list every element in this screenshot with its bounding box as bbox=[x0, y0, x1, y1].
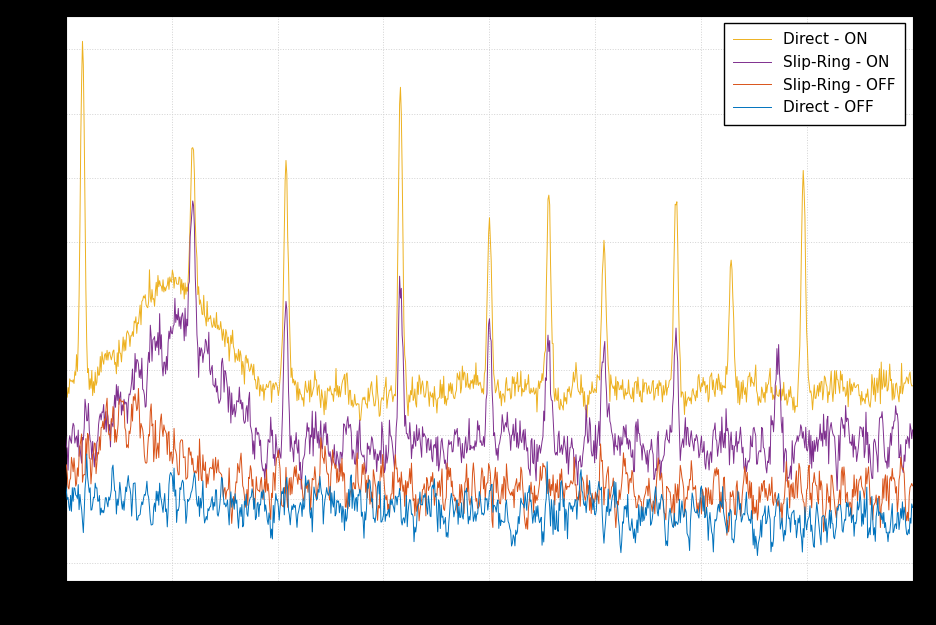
Direct - ON bbox=[354, 417, 365, 424]
Slip-Ring - OFF bbox=[642, 492, 653, 499]
Direct - ON bbox=[404, 398, 416, 406]
Direct - OFF bbox=[60, 481, 71, 488]
Slip-Ring - OFF bbox=[907, 482, 918, 489]
Slip-Ring - ON bbox=[434, 461, 446, 469]
Direct - OFF bbox=[81, 450, 93, 458]
Slip-Ring - ON bbox=[146, 357, 157, 365]
Line: Direct - ON: Direct - ON bbox=[66, 41, 913, 421]
Direct - ON bbox=[723, 357, 734, 364]
Direct - OFF bbox=[907, 504, 918, 511]
Line: Slip-Ring - OFF: Slip-Ring - OFF bbox=[66, 388, 913, 535]
Slip-Ring - OFF bbox=[133, 384, 144, 392]
Legend: Direct - ON, Slip-Ring - ON, Slip-Ring - OFF, Direct - OFF: Direct - ON, Slip-Ring - ON, Slip-Ring -… bbox=[724, 23, 905, 124]
Direct - OFF bbox=[434, 500, 446, 508]
Slip-Ring - ON bbox=[737, 449, 748, 457]
Direct - ON bbox=[907, 382, 918, 389]
Direct - OFF bbox=[737, 516, 748, 523]
Direct - ON bbox=[738, 376, 749, 384]
Slip-Ring - OFF bbox=[722, 531, 733, 539]
Slip-Ring - OFF bbox=[738, 482, 749, 490]
Direct - ON bbox=[77, 38, 88, 45]
Slip-Ring - ON bbox=[907, 426, 918, 434]
Direct - ON bbox=[434, 376, 446, 384]
Line: Direct - OFF: Direct - OFF bbox=[66, 454, 913, 556]
Direct - OFF bbox=[752, 552, 763, 559]
Slip-Ring - ON bbox=[722, 427, 733, 434]
Direct - ON bbox=[60, 410, 71, 418]
Slip-Ring - ON bbox=[642, 468, 653, 476]
Direct - ON bbox=[643, 382, 654, 389]
Slip-Ring - OFF bbox=[147, 420, 158, 428]
Direct - OFF bbox=[147, 520, 158, 528]
Direct - ON bbox=[147, 296, 158, 303]
Slip-Ring - OFF bbox=[403, 477, 415, 484]
Line: Slip-Ring - ON: Slip-Ring - ON bbox=[66, 201, 913, 491]
Direct - OFF bbox=[403, 500, 415, 508]
Slip-Ring - ON bbox=[403, 436, 415, 443]
Slip-Ring - ON bbox=[831, 487, 842, 494]
Direct - OFF bbox=[642, 504, 653, 512]
Slip-Ring - OFF bbox=[434, 477, 446, 484]
Slip-Ring - ON bbox=[187, 198, 198, 205]
Slip-Ring - ON bbox=[60, 431, 71, 439]
Slip-Ring - OFF bbox=[60, 461, 71, 468]
Slip-Ring - OFF bbox=[723, 517, 734, 524]
Direct - OFF bbox=[722, 529, 733, 537]
